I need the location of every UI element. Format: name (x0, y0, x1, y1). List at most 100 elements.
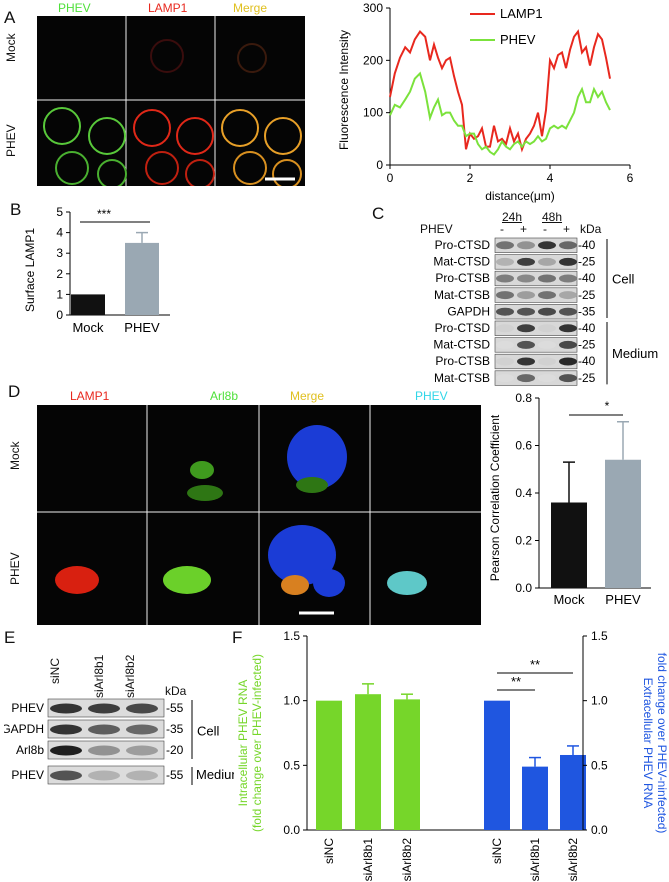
blot-band (126, 745, 158, 756)
blot-row-label: Pro-CTSD (435, 238, 491, 252)
blot-c: Pro-CTSD -40 Mat-CTSD -25 Pro-CTSB -40 Mat-CTS… (402, 237, 662, 387)
panel-a-title-phev: PHEV (58, 1, 91, 15)
panel-a-micrograph-grid (37, 16, 305, 189)
panel-a-line-chart: 0 100 200 300 0 2 4 6 Fluorescence Intensity di… (337, 1, 634, 203)
blot-kda-label: -25 (578, 338, 596, 352)
blot-kda-label: -25 (578, 288, 596, 302)
blot-band (517, 324, 535, 333)
panel-d-micrograph-grid (37, 405, 481, 625)
blot-kda-label: -40 (578, 354, 596, 368)
blot-band (517, 340, 535, 349)
panel-b-letter: B (10, 200, 22, 219)
y-tick-label: 1.0 (283, 694, 300, 708)
panel-a-xlabel: distance(μm) (485, 189, 555, 203)
y-tick-label: 4 (56, 226, 63, 240)
blot-kda-label: -25 (578, 371, 596, 385)
blot-row-label: Pro-CTSD (435, 321, 491, 335)
blot-c-svg: Pro-CTSD -40 Mat-CTSD -25 Pro-CTSB -40 Mat-CTS… (433, 237, 658, 386)
blot-band (538, 357, 556, 366)
y2-tick-label: 1.0 (591, 694, 608, 708)
panel-d-ylabel: Pearson Correlation Coefficient (488, 414, 502, 581)
y-tick-label: 0 (376, 158, 383, 172)
panel-d-micrographs (37, 405, 481, 625)
x-category-label: siArl8b1 (361, 838, 375, 882)
panel-e-letter: E (4, 628, 16, 647)
blot-e-lane-siarl8b2: siArl8b2 (123, 654, 137, 698)
blot-e-lane-sinc: siNC (48, 658, 62, 684)
blot-band (538, 340, 556, 349)
blot-band (517, 291, 535, 300)
blot-band (559, 274, 577, 283)
blot-c-sign-2: + (520, 222, 528, 236)
x-tick-label: 2 (467, 171, 474, 185)
blot-e-svg: PHEV -55 GAPDH -35 Arl8b -20 PHEV -55 Cell Medium (1, 698, 242, 785)
blot-band (496, 257, 514, 266)
significance-label: ** (530, 657, 540, 672)
y2-tick-label: 1.5 (591, 629, 608, 643)
y-tick-label: 0 (56, 308, 63, 322)
blot-band (559, 324, 577, 333)
blot-band (496, 340, 514, 349)
group-label-medium: Medium (196, 767, 234, 782)
panel-f-ylabel-right-2: fold change over PHEV-ninfected) (655, 653, 669, 834)
panel-f-ylabel-left-2: (fold change over PHEV-infected) (250, 654, 264, 832)
x-category-label: siArl8b1 (528, 838, 542, 882)
blot-band (126, 770, 158, 781)
x-tick-label: 6 (627, 171, 634, 185)
blot-band (496, 374, 514, 383)
blot-row-label: GAPDH (4, 722, 44, 736)
blot-row-label: Arl8b (16, 743, 44, 757)
significance-label: ** (511, 674, 521, 689)
blot-band (88, 770, 120, 781)
blot-band (88, 724, 120, 735)
blot-band (538, 274, 556, 283)
blot-band (517, 307, 535, 316)
legend-lamp1: LAMP1 (500, 6, 543, 21)
blot-band (538, 257, 556, 266)
x-category-label: siArl8b2 (566, 838, 580, 882)
blot-c-48h: 48h (542, 210, 563, 224)
panel-d-significance: * (605, 399, 610, 413)
panel-a-title-lamp1: LAMP1 (148, 1, 188, 15)
blot-band (517, 374, 535, 383)
bar (355, 694, 381, 830)
x-category-label: Mock (553, 592, 585, 607)
blot-kda-label: -40 (578, 238, 596, 252)
bar (71, 294, 105, 315)
blot-kda-label: -55 (166, 768, 184, 782)
y-tick-label: 0.8 (515, 391, 532, 405)
blot-band (496, 241, 514, 250)
blot-band (496, 291, 514, 300)
blot-row-label: PHEV (11, 768, 44, 782)
series-line-phev (389, 71, 611, 156)
blot-band (538, 307, 556, 316)
bar (125, 242, 159, 315)
blot-c-sign-4: + (563, 222, 571, 236)
blot-band (496, 274, 514, 283)
blot-c-prefix: PHEV (420, 222, 453, 236)
blot-band (538, 324, 556, 333)
blot-band (559, 291, 577, 300)
y-tick-label: 1.5 (283, 629, 300, 643)
panel-d-row-mock: Mock (8, 441, 22, 470)
panel-d-title-merge: Merge (290, 389, 325, 403)
blot-row-label: Pro-CTSB (435, 354, 490, 368)
blot-kda-label: -40 (578, 321, 596, 335)
blot-band (496, 307, 514, 316)
blot-band (50, 703, 82, 714)
blot-band (126, 703, 158, 714)
bar (316, 700, 342, 830)
blot-row-label: Mat-CTSD (433, 255, 490, 269)
blot-band (517, 257, 535, 266)
y-tick-label: 0.6 (515, 439, 532, 453)
blot-c-sign-3: - (543, 222, 547, 236)
blot-kda-label: -25 (578, 255, 596, 269)
blot-band (538, 241, 556, 250)
blot-row-label: PHEV (11, 701, 44, 715)
panel-c-letter: C (372, 204, 385, 223)
blot-e-kda: kDa (165, 684, 187, 698)
blot-c-kda: kDa (580, 222, 602, 236)
bar (484, 700, 510, 830)
panel-d-title-arl8b: Arl8b (210, 389, 239, 403)
x-category-label: PHEV (605, 592, 641, 607)
